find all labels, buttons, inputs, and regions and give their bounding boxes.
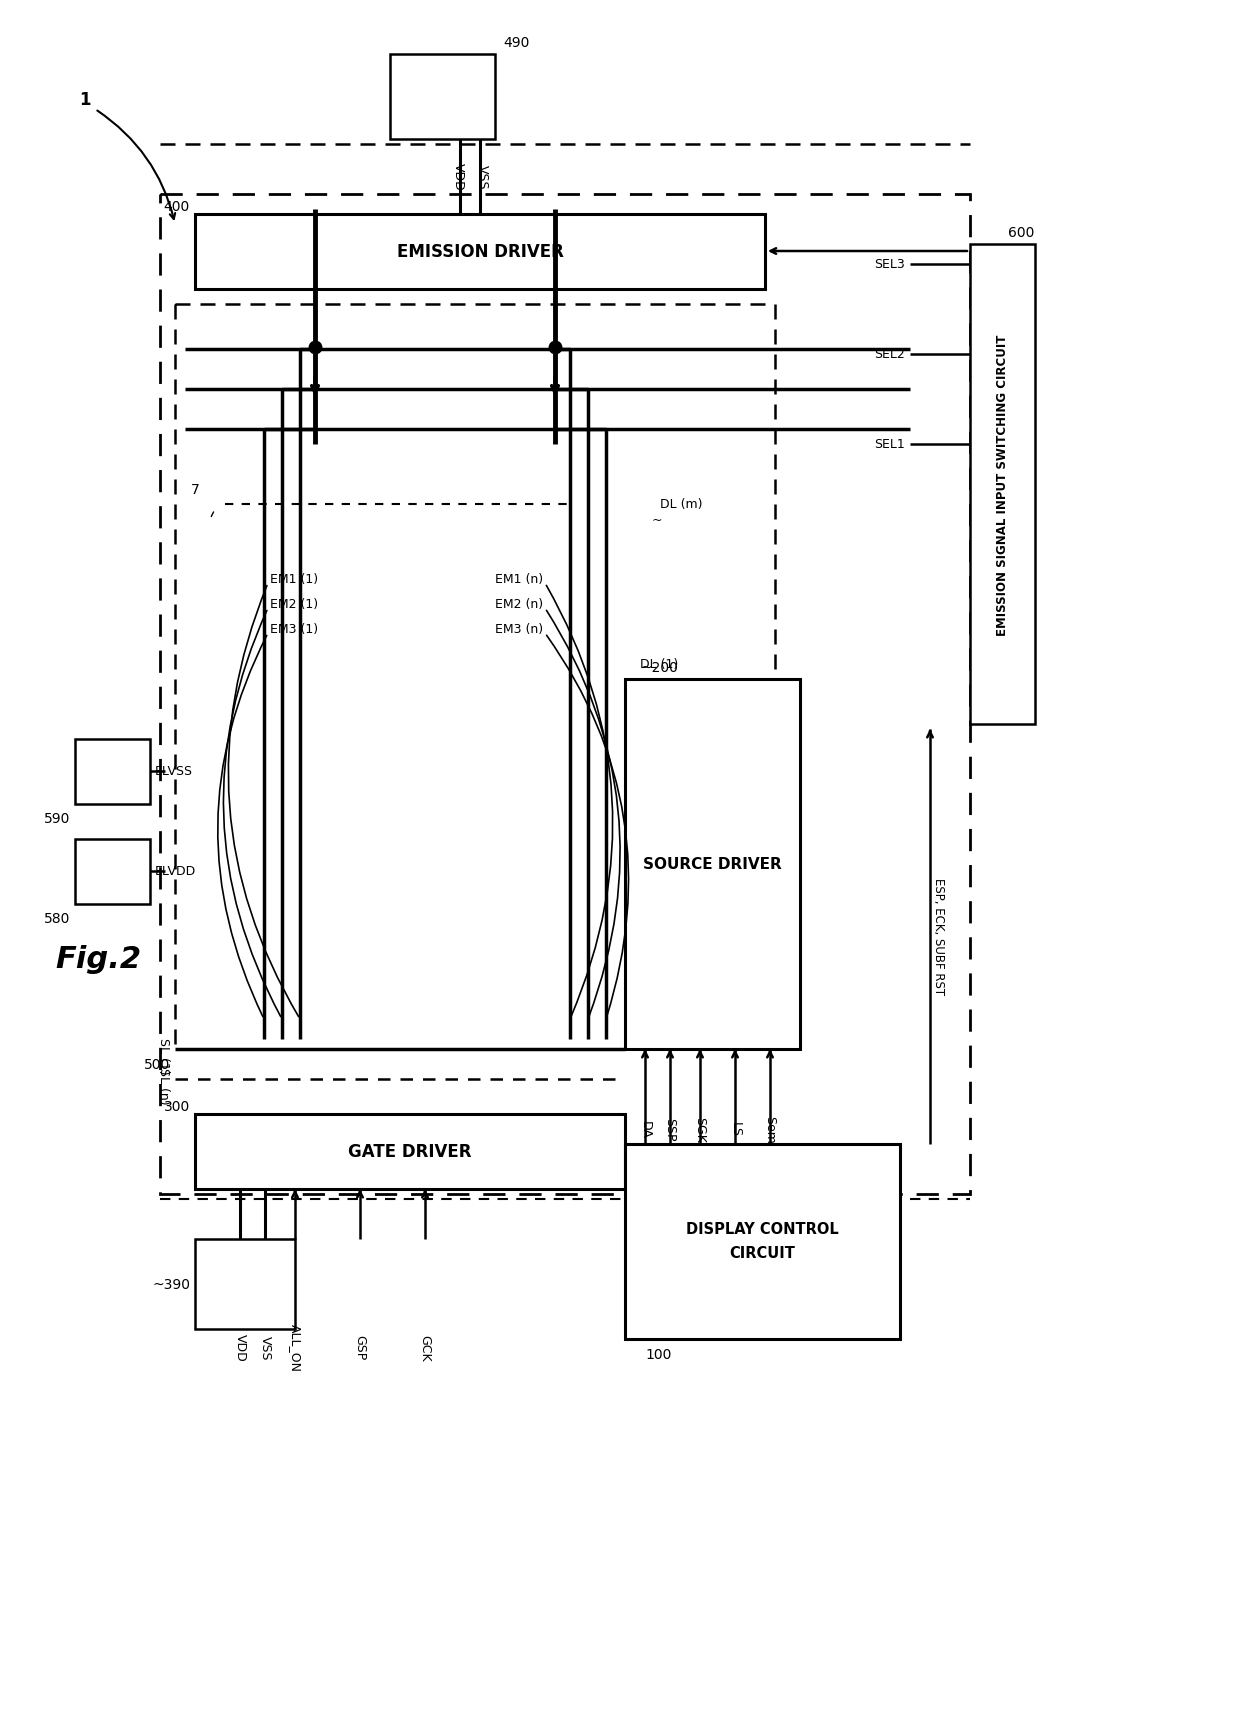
Bar	[195, 1115, 625, 1189]
Text: ESP, ECK, SUBF RST: ESP, ECK, SUBF RST	[931, 879, 945, 994]
Bar	[195, 215, 765, 289]
Text: SGK: SGK	[693, 1117, 707, 1142]
Text: GCK: GCK	[419, 1334, 432, 1361]
Text: LS: LS	[729, 1122, 742, 1137]
Text: ~: ~	[652, 513, 662, 526]
Text: EMISSION SIGNAL INPUT SWITCHING CIRCUIT: EMISSION SIGNAL INPUT SWITCHING CIRCUIT	[996, 334, 1008, 636]
Text: SOURCE DRIVER: SOURCE DRIVER	[642, 856, 781, 872]
Text: EM2 (1): EM2 (1)	[270, 598, 319, 612]
Bar	[625, 679, 800, 1049]
Text: 7: 7	[191, 482, 200, 496]
Text: 600: 600	[1008, 226, 1034, 239]
Text: ALL_ON: ALL_ON	[289, 1323, 301, 1372]
Text: VSS: VSS	[475, 165, 489, 190]
Text: 400: 400	[164, 200, 190, 214]
Text: DISPLAY CONTROL: DISPLAY CONTROL	[686, 1222, 838, 1237]
Text: SEL1: SEL1	[874, 438, 905, 451]
Text: VDD: VDD	[233, 1334, 247, 1361]
Bar	[195, 1239, 295, 1328]
Text: ELVDD: ELVDD	[155, 865, 196, 879]
Text: EM1 (1): EM1 (1)	[270, 574, 319, 586]
Text: Sem: Sem	[764, 1115, 776, 1144]
Text: SSP: SSP	[663, 1118, 677, 1141]
Text: VDD: VDD	[451, 164, 465, 191]
Text: 300: 300	[164, 1099, 190, 1113]
Bar	[160, 195, 970, 1194]
Text: ELVSS: ELVSS	[155, 765, 193, 779]
Text: 1: 1	[79, 91, 91, 109]
Bar	[175, 305, 775, 1049]
Text: SL (1): SL (1)	[157, 1037, 170, 1073]
Text: EM2 (n): EM2 (n)	[495, 598, 543, 612]
Text: 500: 500	[144, 1058, 170, 1072]
Text: EM3 (n): EM3 (n)	[495, 624, 543, 636]
Text: DL (1): DL (1)	[640, 658, 678, 672]
Bar	[74, 739, 150, 805]
Bar	[625, 1144, 900, 1339]
Text: 590: 590	[43, 812, 69, 825]
Text: GSP: GSP	[353, 1335, 367, 1359]
Text: SEL2: SEL2	[874, 348, 905, 362]
Bar	[391, 55, 495, 140]
Text: DA: DA	[639, 1120, 651, 1139]
Bar	[970, 245, 1035, 725]
Text: CIRCUIT: CIRCUIT	[729, 1246, 795, 1261]
Text: EM3 (1): EM3 (1)	[270, 624, 319, 636]
Text: ~390: ~390	[153, 1277, 190, 1291]
Text: EMISSION DRIVER: EMISSION DRIVER	[397, 243, 563, 260]
Text: 490: 490	[503, 36, 529, 50]
Text: Fig.2: Fig.2	[55, 944, 141, 973]
Text: DL (m): DL (m)	[660, 498, 703, 512]
Text: EM1 (n): EM1 (n)	[495, 574, 543, 586]
Text: SEL3: SEL3	[874, 258, 905, 271]
Text: SL (n): SL (n)	[157, 1067, 170, 1104]
Bar	[74, 839, 150, 905]
Text: VSS: VSS	[258, 1335, 272, 1359]
Text: GATE DRIVER: GATE DRIVER	[348, 1142, 471, 1160]
Text: 580: 580	[43, 911, 69, 925]
Text: ~200: ~200	[640, 660, 678, 675]
Text: 100: 100	[645, 1347, 671, 1361]
